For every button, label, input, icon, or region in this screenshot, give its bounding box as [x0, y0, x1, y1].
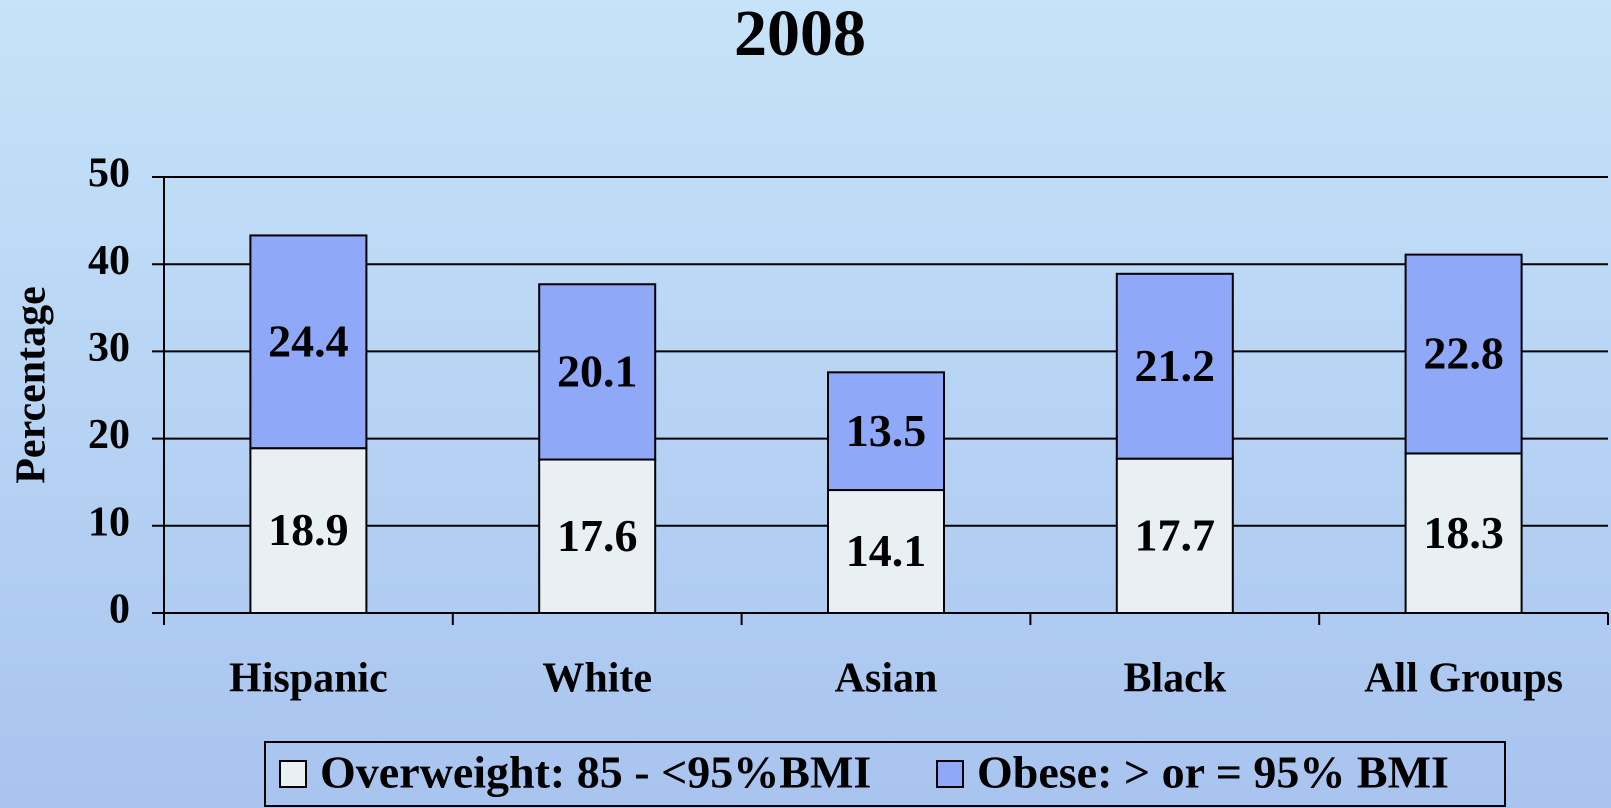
bar-segment — [1115, 457, 1234, 614]
bar-segment — [249, 447, 368, 614]
y-tick-label: 40 — [88, 238, 130, 284]
y-tick-label: 20 — [88, 412, 130, 458]
bar-segment — [538, 458, 657, 615]
y-axis-label: Percentage — [9, 286, 55, 483]
bar-segment — [1115, 272, 1234, 460]
bar-segment — [1404, 253, 1523, 455]
data-label: 17.6 — [557, 510, 638, 561]
legend-label: Overweight: 85 - <95%BMI — [320, 747, 871, 798]
x-tick-label: Hispanic — [229, 656, 388, 702]
data-label: 21.2 — [1135, 340, 1216, 391]
y-tick-label: 50 — [88, 151, 130, 197]
data-label: 17.7 — [1135, 509, 1216, 560]
legend-swatch — [279, 760, 307, 788]
legend-swatch — [936, 760, 964, 788]
chart-title: 2008 — [734, 0, 866, 70]
data-label: 13.5 — [846, 405, 927, 456]
y-tick-label: 0 — [109, 587, 130, 633]
y-tick-label: 10 — [88, 499, 130, 545]
data-label: 22.8 — [1423, 328, 1504, 379]
bar-segment — [249, 234, 368, 450]
data-label: 18.3 — [1423, 507, 1504, 558]
bar-segment — [827, 371, 945, 492]
data-label: 18.9 — [268, 504, 349, 555]
x-tick-label: Asian — [835, 656, 938, 702]
x-tick-label: White — [542, 656, 652, 702]
y-tick-label: 30 — [88, 325, 130, 371]
legend-label: Obese: > or = 95% BMI — [977, 747, 1449, 798]
data-label: 24.4 — [268, 315, 349, 366]
bar-segment — [538, 283, 657, 461]
bar-segment — [1404, 452, 1523, 615]
x-tick-label: All Groups — [1364, 656, 1563, 702]
data-label: 14.1 — [846, 525, 927, 576]
bar-segment — [827, 489, 945, 615]
x-tick-label: Black — [1123, 656, 1226, 702]
data-label: 20.1 — [557, 345, 638, 396]
legend-box — [264, 741, 1506, 807]
